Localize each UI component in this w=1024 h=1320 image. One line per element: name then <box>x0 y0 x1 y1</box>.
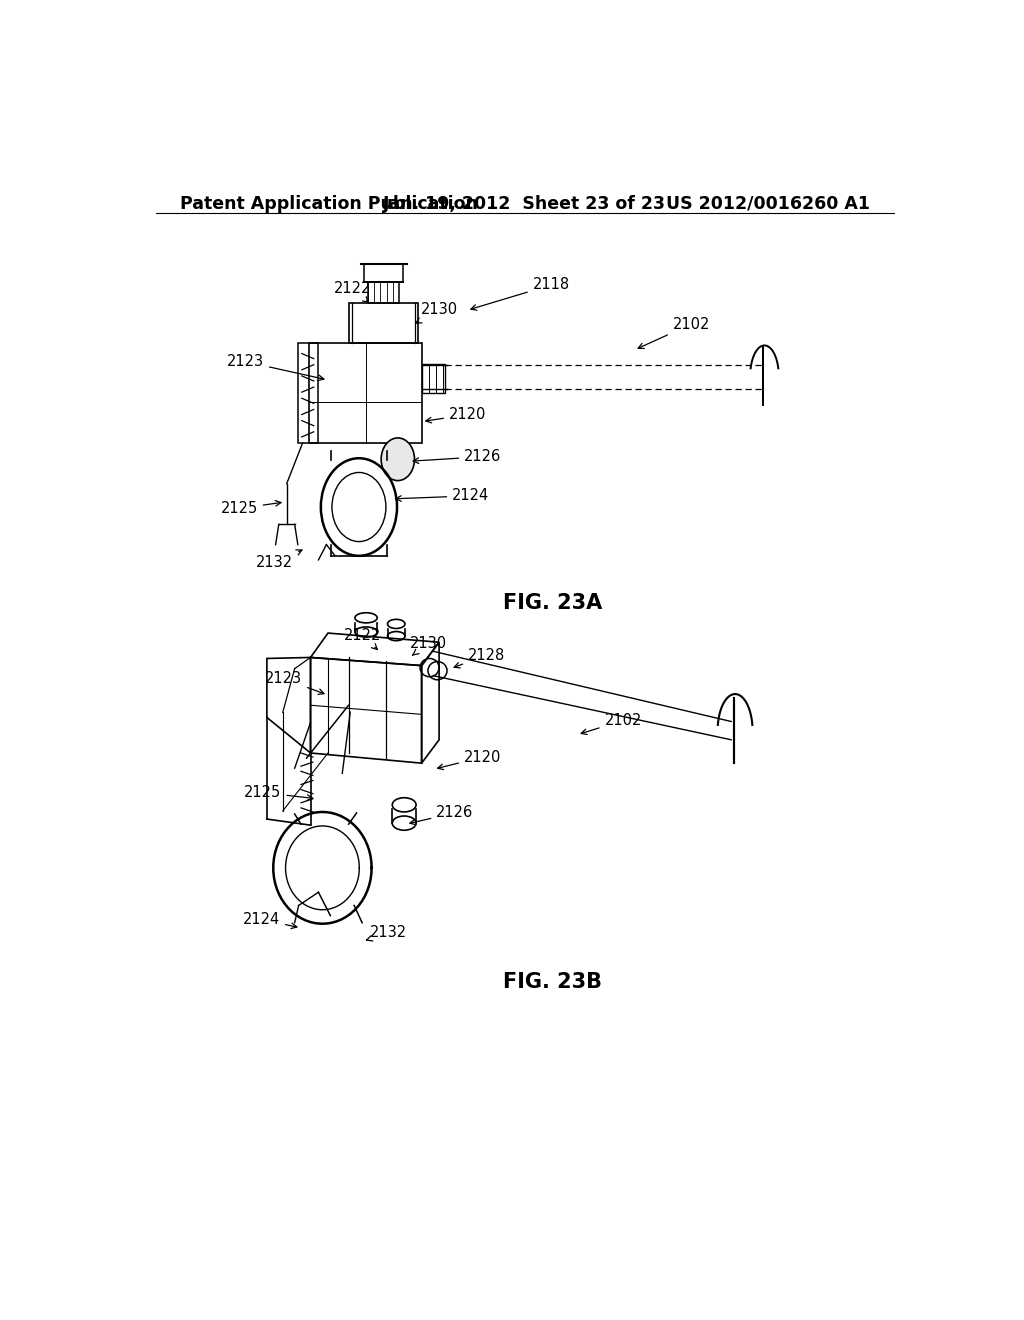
Text: Jan. 19, 2012  Sheet 23 of 23: Jan. 19, 2012 Sheet 23 of 23 <box>383 194 667 213</box>
Text: US 2012/0016260 A1: US 2012/0016260 A1 <box>666 194 870 213</box>
Text: FIG. 23B: FIG. 23B <box>503 972 602 991</box>
Text: 2130: 2130 <box>416 302 459 323</box>
Text: 2123: 2123 <box>265 672 324 694</box>
Text: 2102: 2102 <box>582 713 642 734</box>
Bar <box>368 282 399 302</box>
Text: 2125: 2125 <box>220 500 281 516</box>
Text: 2126: 2126 <box>410 805 473 825</box>
Text: 2124: 2124 <box>395 488 489 503</box>
Text: Patent Application Publication: Patent Application Publication <box>179 194 477 213</box>
Text: 2128: 2128 <box>454 648 505 668</box>
Bar <box>348 302 419 343</box>
Text: 2122: 2122 <box>334 281 372 302</box>
Text: 2122: 2122 <box>343 627 381 649</box>
Text: 2124: 2124 <box>243 912 297 928</box>
Circle shape <box>381 438 415 480</box>
Text: 2120: 2120 <box>437 750 502 770</box>
Text: 2123: 2123 <box>227 354 324 380</box>
Text: 2132: 2132 <box>256 550 302 570</box>
Text: 2132: 2132 <box>367 925 407 941</box>
Text: 2126: 2126 <box>413 449 502 465</box>
Text: 2118: 2118 <box>471 277 570 310</box>
Text: 2130: 2130 <box>410 636 446 655</box>
Text: 2102: 2102 <box>638 317 710 348</box>
Text: 2120: 2120 <box>426 407 486 422</box>
Bar <box>309 343 422 444</box>
Bar <box>422 364 445 393</box>
Text: 2125: 2125 <box>245 785 312 800</box>
Bar <box>298 343 317 444</box>
Text: FIG. 23A: FIG. 23A <box>503 593 602 612</box>
